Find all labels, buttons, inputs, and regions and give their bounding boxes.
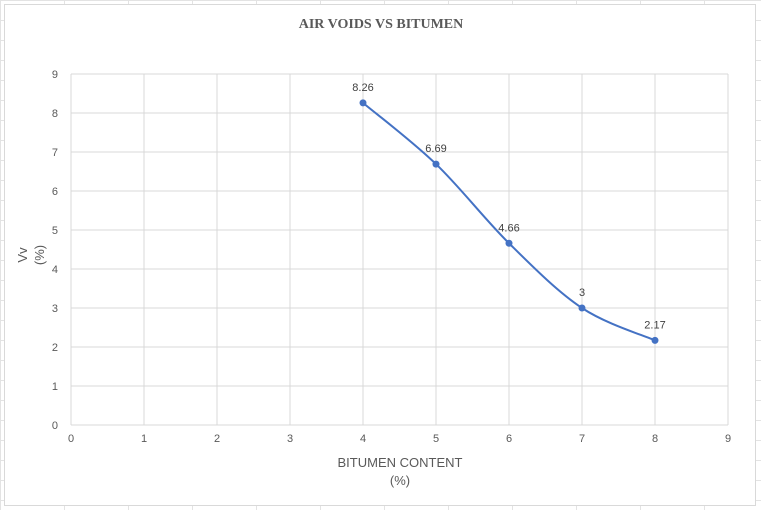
data-labels: 8.26 6.69 4.66 3 2.17 [352,82,665,332]
x-tick-label: 9 [725,433,731,445]
y-axis-title: Vv [15,247,30,263]
y-tick-label: 4 [52,264,58,276]
x-tick-label: 6 [506,433,512,445]
x-tick-label: 3 [287,433,293,445]
y-tick-label: 6 [52,186,58,198]
x-tick-label: 5 [433,433,439,445]
data-label: 6.69 [425,143,446,155]
data-point[interactable] [651,336,659,344]
y-tick-label: 2 [52,342,58,354]
data-label: 2.17 [644,319,665,331]
y-tick-label: 3 [52,303,58,315]
data-label: 3 [579,287,585,299]
x-axis-ticks: 0 1 2 3 4 5 6 7 8 9 [68,433,731,445]
data-point[interactable] [359,99,367,107]
y-tick-label: 9 [52,69,58,81]
data-point[interactable] [578,304,586,312]
data-points [359,99,659,344]
x-axis-unit: (%) [390,473,410,488]
x-tick-label: 1 [141,433,147,445]
data-label: 4.66 [498,222,519,234]
x-axis-title: BITUMEN CONTENT [338,455,463,470]
chart-area[interactable]: AIR VOIDS VS BITUMEN 0 1 2 3 4 5 6 7 8 9 0 1 2 3 4 5 6 7… [4,4,756,506]
chart-svg: AIR VOIDS VS BITUMEN 0 1 2 3 4 5 6 7 8 9 0 1 2 3 4 5 6 7… [15,17,731,488]
chart-title: AIR VOIDS VS BITUMEN [299,17,464,32]
y-tick-label: 5 [52,225,58,237]
y-axis-unit: (%) [32,245,47,265]
y-tick-label: 1 [52,381,58,393]
x-tick-label: 2 [214,433,220,445]
y-axis-ticks: 0 1 2 3 4 5 6 7 8 9 [52,69,58,432]
data-point[interactable] [505,239,513,247]
y-tick-label: 0 [52,420,58,432]
x-tick-label: 0 [68,433,74,445]
data-label: 8.26 [352,82,373,94]
data-point[interactable] [432,160,440,168]
grid [70,73,729,426]
x-tick-label: 4 [360,433,366,445]
y-tick-label: 7 [52,147,58,159]
x-tick-label: 8 [652,433,658,445]
x-tick-label: 7 [579,433,585,445]
y-tick-label: 8 [52,108,58,120]
